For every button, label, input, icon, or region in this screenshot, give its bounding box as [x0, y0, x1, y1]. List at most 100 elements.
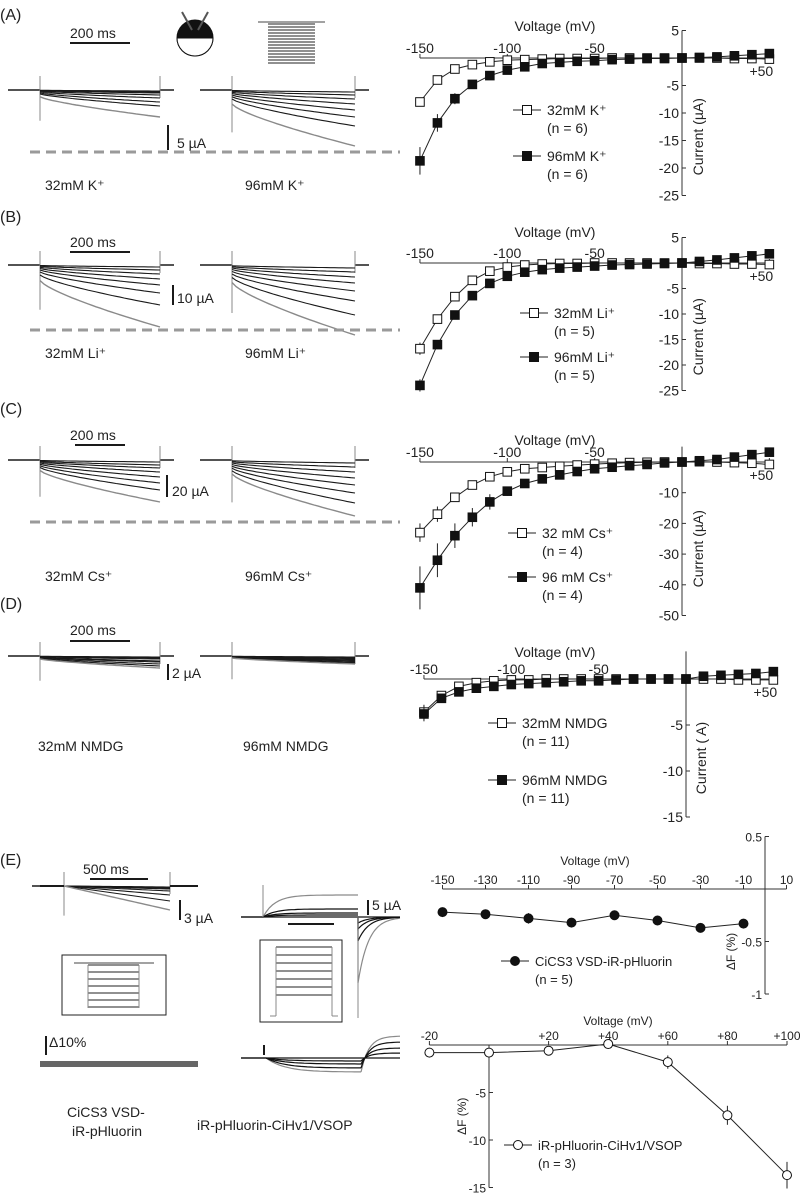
current-trace	[39, 462, 161, 473]
data-point	[572, 56, 582, 67]
panel-label-a: (A)	[0, 7, 21, 24]
data-point	[554, 57, 565, 68]
data-point	[589, 261, 600, 271]
data-point	[432, 314, 443, 324]
current-trace	[231, 90, 356, 96]
data-point	[415, 527, 425, 538]
current-trace	[39, 269, 161, 286]
x-tick-label: +40	[598, 1029, 619, 1043]
data-point	[747, 251, 757, 261]
current-trace	[231, 465, 356, 486]
current-trace	[262, 908, 358, 918]
current-scale-label: 5 µA	[372, 897, 402, 913]
current-trace	[262, 912, 358, 918]
data-point	[537, 474, 548, 484]
current-trace	[63, 885, 171, 902]
data-point	[642, 259, 652, 269]
y-tick-label: -25	[659, 188, 679, 204]
current-trace	[231, 460, 356, 464]
data-point	[694, 256, 705, 267]
y-axis-label: Current (µA)	[690, 510, 706, 587]
y-tick-label: -20	[659, 357, 679, 373]
current-trace	[231, 467, 356, 494]
voltage-protocol-icon	[61, 954, 167, 1016]
data-point	[722, 1110, 733, 1121]
legend-label: 32mM Li⁺	[554, 305, 615, 321]
y-tick-label: -10	[659, 306, 679, 322]
y-tick-label: -20	[659, 515, 679, 531]
y-tick-label: -40	[659, 577, 679, 593]
data-point	[450, 291, 460, 302]
data-point	[517, 528, 527, 538]
current-trace	[39, 265, 161, 271]
data-point	[764, 447, 775, 457]
data-point	[415, 97, 425, 107]
data-point	[519, 267, 530, 277]
data-point	[432, 509, 443, 519]
data-point	[729, 51, 740, 61]
data-point	[502, 467, 513, 477]
data-point	[415, 156, 425, 166]
x-tick-label: -30	[692, 873, 710, 887]
y-tick-label: -50	[659, 608, 679, 624]
time-scale-label: 500 ms	[83, 861, 129, 877]
current-trace	[63, 885, 171, 896]
data-point	[537, 58, 548, 69]
x-tick-label: -150	[410, 661, 438, 677]
panel-label-b: (B)	[0, 209, 21, 226]
data-point	[603, 1039, 614, 1050]
data-point	[529, 352, 539, 362]
current-scale-label: 2 µA	[172, 665, 202, 681]
fluorescence-trace	[265, 1047, 401, 1065]
data-point	[751, 668, 761, 679]
data-point	[554, 263, 565, 273]
data-point	[782, 1170, 792, 1181]
data-point	[572, 466, 582, 477]
data-point	[489, 681, 499, 692]
data-point	[659, 458, 670, 468]
y-tick-label: 5	[671, 230, 679, 246]
current-trace	[231, 270, 356, 292]
data-point	[764, 249, 775, 259]
y-tick-label: -10	[663, 763, 683, 779]
data-point	[659, 53, 670, 64]
recording-traces	[8, 11, 401, 1073]
legend-label: 96 mM Cs⁺	[542, 569, 613, 585]
data-point	[543, 1045, 554, 1056]
data-point	[450, 530, 460, 541]
current-trace	[39, 459, 160, 463]
x-axis-label: Voltage (mV)	[515, 18, 596, 34]
data-point	[662, 1057, 673, 1068]
series-filled-square	[415, 447, 775, 610]
data-point	[576, 676, 586, 686]
data-point	[485, 70, 495, 81]
x-tick-label: +50	[749, 467, 773, 483]
fluorescence-scale-label: Δ10%	[49, 1034, 86, 1050]
data-point	[695, 922, 706, 933]
data-point	[467, 290, 478, 301]
data-point	[467, 275, 478, 286]
data-point	[768, 666, 779, 677]
data-point	[485, 278, 495, 289]
y-tick-label: -15	[659, 133, 679, 149]
data-point	[432, 555, 443, 566]
data-point	[502, 271, 513, 282]
fluorescence-trace	[265, 1052, 400, 1062]
current-trace	[39, 466, 161, 491]
condition-label: 32mM Li⁺	[45, 345, 106, 361]
y-tick-label: 5	[671, 23, 679, 39]
current-trace	[231, 463, 356, 479]
data-point	[566, 917, 577, 928]
iv-chart-6: -20 +20 +40 +60 +80 +100 -5 -10 -15 Voltage (mV) Δ…	[421, 1014, 800, 1196]
y-axis-label: Current ( A)	[693, 722, 709, 794]
data-point	[589, 55, 600, 66]
data-point	[768, 675, 779, 685]
legend-n-label: (n = 4)	[542, 587, 583, 603]
legend-n-label: (n = 11)	[522, 733, 570, 749]
x-tick-label: -110	[517, 873, 540, 887]
current-trace	[39, 271, 161, 294]
data-point	[450, 310, 460, 320]
legend-entry: 32mM NMDG (n = 11)	[488, 715, 608, 749]
